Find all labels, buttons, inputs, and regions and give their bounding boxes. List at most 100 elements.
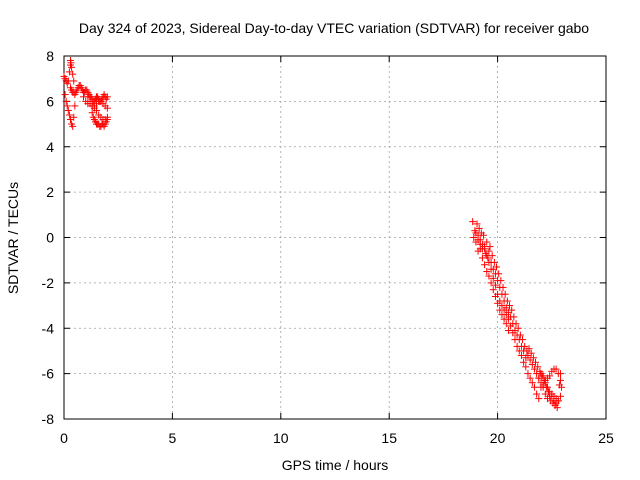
x-tick-label: 15 — [381, 430, 397, 446]
data-point — [535, 395, 543, 403]
data-point — [84, 93, 92, 101]
data-point — [469, 218, 477, 226]
data-point — [483, 268, 491, 276]
data-point — [556, 376, 564, 384]
data-point — [70, 77, 78, 85]
data-point — [491, 281, 499, 289]
chart-title: Day 324 of 2023, Sidereal Day-to-day VTE… — [79, 20, 589, 36]
data-point — [517, 351, 525, 359]
y-tick-label: -6 — [42, 366, 55, 382]
data-point — [67, 59, 75, 67]
data-point — [494, 299, 502, 307]
data-point — [493, 263, 501, 271]
axis-ticks: 0 5 10 15 20 25 -8 -6 -4 -2 0 2 4 6 8 — [42, 48, 614, 446]
data-point — [61, 91, 69, 99]
y-tick-label: 8 — [46, 48, 54, 64]
data-point — [509, 329, 517, 337]
data-point — [512, 320, 520, 328]
data-point — [485, 258, 493, 266]
data-point — [554, 370, 562, 378]
data-point — [528, 379, 536, 387]
y-tick-label: 6 — [46, 93, 54, 109]
data-point — [552, 365, 560, 373]
data-point — [498, 302, 506, 310]
x-tick-label: 10 — [273, 430, 289, 446]
data-point — [501, 290, 509, 298]
y-tick-label: -4 — [42, 320, 55, 336]
data-point — [476, 245, 484, 253]
data-point — [519, 336, 527, 344]
y-tick-label: 0 — [46, 230, 54, 246]
x-tick-label: 5 — [169, 430, 177, 446]
data-point — [507, 322, 515, 330]
data-point — [504, 327, 512, 335]
data-point — [543, 383, 551, 391]
data-point — [514, 324, 522, 332]
data-point — [558, 383, 566, 391]
data-point — [473, 220, 481, 228]
data-point — [497, 277, 505, 285]
data-point — [103, 93, 111, 101]
data-point — [529, 354, 537, 362]
data-point — [525, 345, 533, 353]
data-point — [516, 331, 524, 339]
data-point — [500, 315, 508, 323]
data-point — [483, 252, 491, 260]
data-points — [60, 57, 566, 412]
data-point — [489, 286, 497, 294]
data-point — [515, 347, 523, 355]
data-point — [487, 265, 495, 273]
data-point — [521, 342, 529, 350]
data-point — [93, 106, 101, 114]
data-point — [474, 231, 482, 239]
y-tick-label: 4 — [46, 139, 54, 155]
data-point — [498, 311, 506, 319]
data-point — [481, 261, 489, 269]
data-point — [71, 102, 79, 110]
data-point — [513, 342, 521, 350]
data-point — [491, 292, 499, 300]
data-point — [69, 122, 77, 130]
data-point — [495, 270, 503, 278]
data-point — [86, 97, 94, 105]
data-point — [535, 374, 543, 382]
data-point — [68, 63, 76, 71]
x-tick-label: 20 — [490, 430, 506, 446]
data-point — [527, 349, 535, 357]
data-point — [530, 383, 538, 391]
x-tick-label: 0 — [60, 430, 68, 446]
data-point — [508, 306, 516, 314]
data-point — [489, 274, 497, 282]
data-point — [554, 397, 562, 405]
data-point — [485, 247, 493, 255]
data-point — [470, 234, 478, 241]
data-point — [506, 302, 514, 310]
data-point — [526, 374, 534, 382]
data-point — [478, 240, 486, 248]
data-point — [532, 358, 540, 366]
data-point — [65, 111, 73, 119]
data-point — [496, 306, 504, 314]
data-point — [64, 106, 72, 114]
data-point — [510, 313, 518, 321]
data-point — [546, 372, 554, 380]
data-point — [103, 104, 111, 112]
data-point — [88, 109, 96, 117]
data-point — [546, 388, 554, 396]
data-point — [511, 336, 519, 344]
data-point — [524, 370, 532, 378]
data-point — [548, 392, 556, 400]
data-point — [476, 236, 484, 244]
data-point — [63, 102, 71, 110]
data-point — [69, 70, 77, 78]
x-tick-label: 25 — [598, 430, 614, 446]
data-point — [62, 97, 70, 105]
data-point — [103, 113, 111, 121]
data-point — [70, 113, 78, 121]
data-point — [478, 254, 486, 262]
y-tick-label: -2 — [42, 275, 55, 291]
data-point — [553, 404, 561, 412]
data-point — [499, 283, 507, 291]
y-axis-label: SDTVAR / TECUs — [5, 182, 21, 294]
